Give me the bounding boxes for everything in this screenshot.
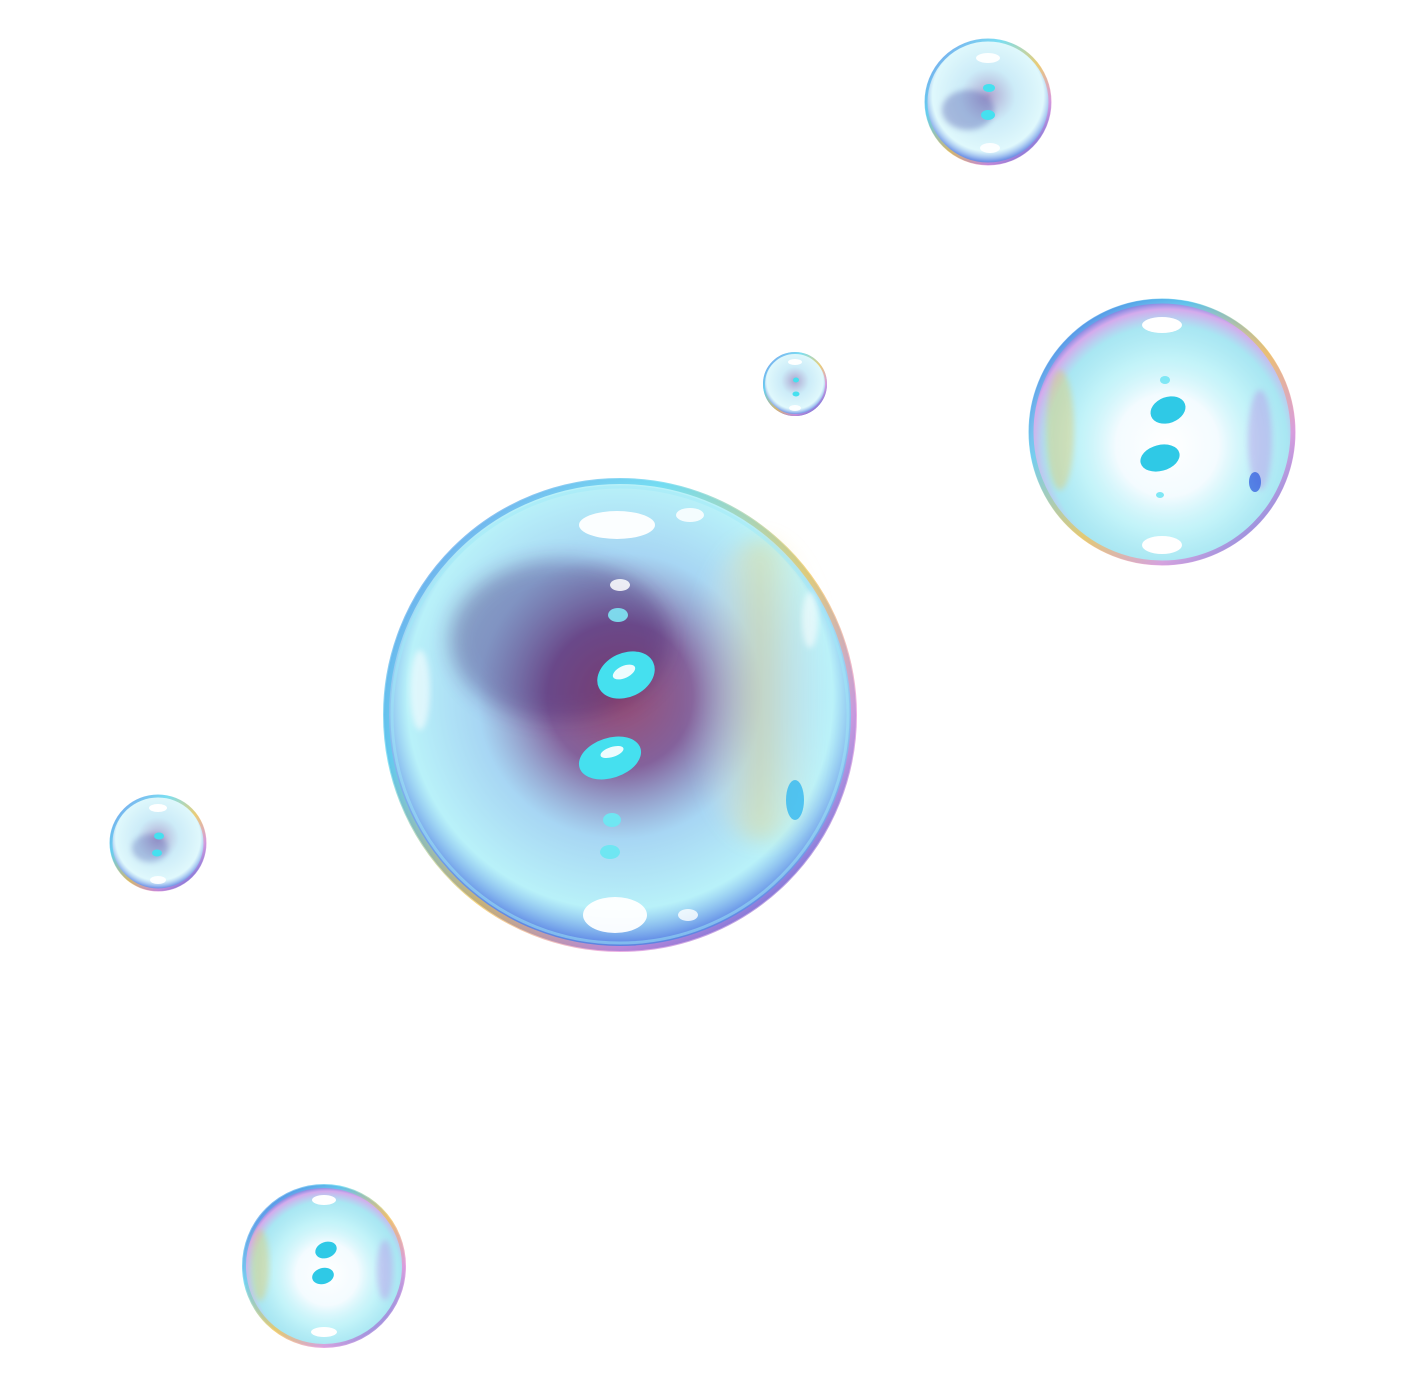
bubble-large-center xyxy=(383,478,857,952)
bubble-small-mid xyxy=(763,352,827,416)
bubble-top-right xyxy=(924,38,1052,166)
bubble-bottom-left xyxy=(242,1184,406,1348)
bubble-right xyxy=(1028,298,1296,566)
bubble-left xyxy=(109,794,207,892)
